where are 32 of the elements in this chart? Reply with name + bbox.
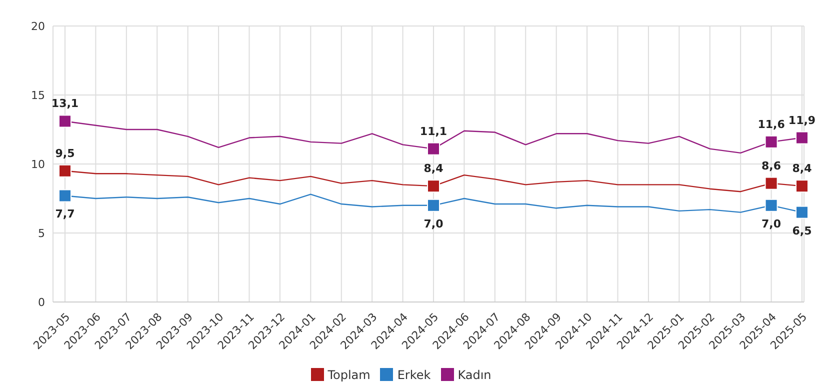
data-label: 11,9 (788, 114, 816, 127)
point (764, 176, 778, 190)
point (796, 131, 808, 144)
data-label: 8,4 (424, 162, 444, 176)
data-label: 7,0 (762, 217, 782, 230)
y-tick-label: 5 (38, 226, 45, 240)
legend-label: Kadın (458, 368, 492, 382)
y-tick-label: 15 (31, 88, 45, 102)
point (796, 206, 808, 219)
legend-label: Erkek (397, 368, 431, 382)
point (427, 142, 440, 156)
data-label: 9,5 (55, 146, 75, 160)
data-label: 8,6 (762, 159, 782, 172)
legend-label: Toplam (328, 368, 370, 382)
point (796, 180, 808, 193)
point (58, 114, 72, 128)
y-tick-label: 0 (38, 296, 45, 309)
data-label: 8,4 (792, 162, 812, 176)
data-label: 7,0 (424, 217, 444, 230)
y-tick-label: 20 (31, 20, 45, 33)
data-label: 7,7 (55, 208, 75, 221)
point (58, 189, 72, 202)
data-label: 13,1 (51, 97, 79, 110)
point (764, 198, 778, 212)
point (427, 198, 440, 212)
data-label: 11,6 (758, 118, 786, 131)
point (764, 135, 778, 148)
point (58, 164, 72, 178)
data-label: 11,1 (420, 124, 448, 138)
y-tick-label: 10 (31, 158, 45, 171)
data-label: 6,5 (792, 224, 812, 238)
point (427, 180, 440, 193)
